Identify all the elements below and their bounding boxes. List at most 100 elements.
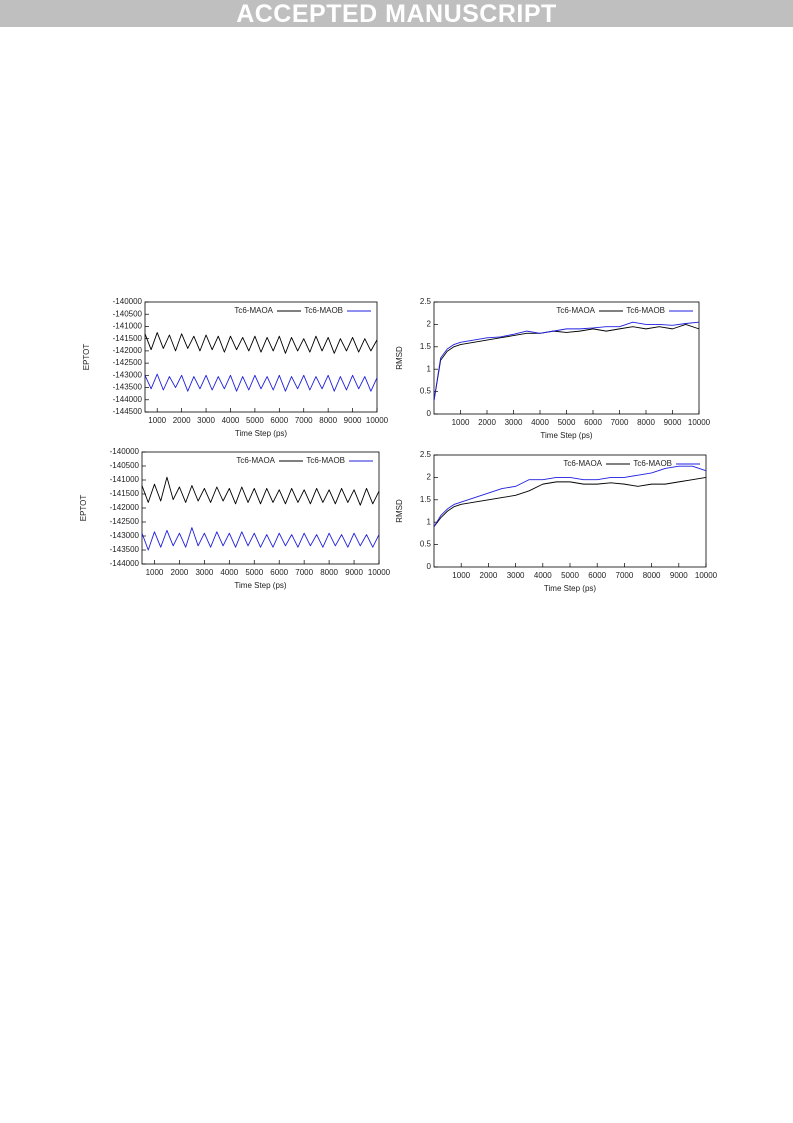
x-tick-label: 1000 bbox=[148, 416, 166, 425]
y-axis-label: EPTOT bbox=[79, 495, 88, 522]
legend-label: Tc6-MAOB bbox=[304, 306, 343, 315]
x-tick-label: 10000 bbox=[695, 571, 718, 580]
x-tick-label: 3000 bbox=[505, 418, 523, 427]
x-tick-label: 3000 bbox=[195, 568, 213, 577]
y-tick-label: 0.5 bbox=[420, 387, 432, 396]
y-tick-label: -142500 bbox=[113, 358, 143, 367]
plot-frame bbox=[433, 301, 700, 415]
legend-label: Tc6-MAOA bbox=[556, 306, 595, 315]
x-axis-label: Time Step (ps) bbox=[540, 431, 592, 440]
x-tick-label: 3000 bbox=[507, 571, 525, 580]
y-tick-label: -142000 bbox=[113, 346, 143, 355]
y-tick-label: -140500 bbox=[113, 309, 143, 318]
y-tick-label: 0 bbox=[427, 409, 432, 418]
x-axis-label: Time Step (ps) bbox=[544, 584, 596, 593]
legend-label: Tc6-MAOB bbox=[626, 306, 665, 315]
x-tick-label: 10000 bbox=[366, 416, 389, 425]
y-tick-label: -143500 bbox=[113, 383, 143, 392]
y-tick-label: 2 bbox=[427, 320, 432, 329]
x-axis-label: Time Step (ps) bbox=[235, 429, 287, 438]
x-tick-label: 9000 bbox=[670, 571, 688, 580]
y-tick-label: -141000 bbox=[113, 322, 143, 331]
y-tick-label: 0.5 bbox=[420, 540, 432, 549]
x-tick-label: 10000 bbox=[688, 418, 711, 427]
x-tick-label: 6000 bbox=[270, 416, 288, 425]
y-tick-label: -140000 bbox=[113, 297, 143, 306]
y-axis-label: RMSD bbox=[395, 346, 404, 370]
y-tick-label: 1.5 bbox=[420, 342, 432, 351]
x-tick-label: 6000 bbox=[588, 571, 606, 580]
y-tick-label: 1.5 bbox=[420, 495, 432, 504]
x-tick-label: 1000 bbox=[452, 418, 470, 427]
x-axis-label: Time Step (ps) bbox=[234, 581, 286, 590]
legend-label: Tc6-MAOA bbox=[236, 456, 275, 465]
y-tick-label: -143000 bbox=[110, 531, 140, 540]
y-tick-label: -141500 bbox=[110, 489, 140, 498]
y-tick-label: -144500 bbox=[113, 407, 143, 416]
series-line bbox=[433, 476, 707, 527]
x-tick-label: 9000 bbox=[664, 418, 682, 427]
y-tick-label: -144000 bbox=[110, 559, 140, 568]
x-tick-label: 5000 bbox=[561, 571, 579, 580]
x-tick-label: 5000 bbox=[245, 568, 263, 577]
series-line bbox=[433, 465, 707, 527]
y-tick-label: 1 bbox=[427, 364, 432, 373]
y-tick-label: 0 bbox=[427, 562, 432, 571]
x-tick-label: 1000 bbox=[452, 571, 470, 580]
series-line bbox=[141, 527, 380, 551]
x-tick-label: 5000 bbox=[246, 416, 264, 425]
y-tick-label: -143000 bbox=[113, 370, 143, 379]
series-line bbox=[433, 323, 700, 401]
x-tick-label: 8000 bbox=[637, 418, 655, 427]
series-line bbox=[144, 373, 378, 392]
x-tick-label: 4000 bbox=[220, 568, 238, 577]
x-tick-label: 8000 bbox=[320, 568, 338, 577]
x-tick-label: 2000 bbox=[171, 568, 189, 577]
y-tick-label: 2.5 bbox=[420, 297, 432, 306]
x-tick-label: 2000 bbox=[478, 418, 496, 427]
x-tick-label: 4000 bbox=[531, 418, 549, 427]
x-tick-label: 2000 bbox=[480, 571, 498, 580]
x-tick-label: 5000 bbox=[558, 418, 576, 427]
x-tick-label: 9000 bbox=[344, 416, 362, 425]
x-tick-label: 3000 bbox=[197, 416, 215, 425]
x-tick-label: 7000 bbox=[616, 571, 634, 580]
x-tick-label: 6000 bbox=[270, 568, 288, 577]
y-tick-label: 2 bbox=[427, 473, 432, 482]
y-tick-label: -140500 bbox=[110, 461, 140, 470]
x-tick-label: 7000 bbox=[611, 418, 629, 427]
y-axis-label: EPTOT bbox=[82, 344, 91, 371]
y-tick-label: -140000 bbox=[110, 447, 140, 456]
legend-label: Tc6-MAOA bbox=[563, 459, 602, 468]
legend-label: Tc6-MAOA bbox=[234, 306, 273, 315]
banner: ACCEPTED MANUSCRIPT bbox=[0, 0, 793, 28]
plot-frame bbox=[144, 301, 378, 413]
y-tick-label: -141500 bbox=[113, 334, 143, 343]
legend-label: Tc6-MAOB bbox=[306, 456, 345, 465]
x-tick-label: 4000 bbox=[222, 416, 240, 425]
y-tick-label: -141000 bbox=[110, 475, 140, 484]
y-tick-label: 2.5 bbox=[420, 450, 432, 459]
series-line bbox=[144, 332, 378, 354]
x-tick-label: 8000 bbox=[643, 571, 661, 580]
x-tick-label: 1000 bbox=[146, 568, 164, 577]
y-tick-label: -143500 bbox=[110, 545, 140, 554]
x-tick-label: 8000 bbox=[319, 416, 337, 425]
x-tick-label: 4000 bbox=[534, 571, 552, 580]
x-tick-label: 10000 bbox=[368, 568, 391, 577]
x-tick-label: 7000 bbox=[295, 568, 313, 577]
series-line bbox=[433, 321, 700, 401]
x-tick-label: 2000 bbox=[173, 416, 191, 425]
y-tick-label: 1 bbox=[427, 517, 432, 526]
x-tick-label: 6000 bbox=[584, 418, 602, 427]
y-tick-label: -142000 bbox=[110, 503, 140, 512]
x-tick-label: 7000 bbox=[295, 416, 313, 425]
x-tick-label: 9000 bbox=[345, 568, 363, 577]
y-axis-label: RMSD bbox=[395, 499, 404, 523]
series-line bbox=[141, 476, 380, 506]
legend-label: Tc6-MAOB bbox=[633, 459, 672, 468]
y-tick-label: -144000 bbox=[113, 395, 143, 404]
y-tick-label: -142500 bbox=[110, 517, 140, 526]
